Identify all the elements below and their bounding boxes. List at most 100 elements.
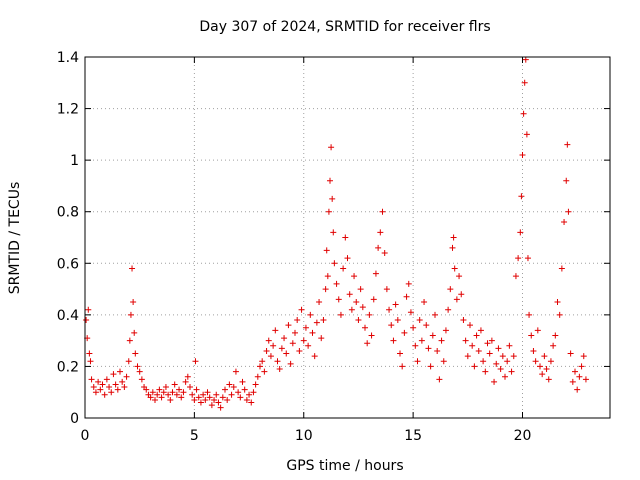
- data-point: [222, 386, 228, 393]
- data-point: [327, 177, 333, 184]
- data-point: [147, 394, 154, 401]
- y-tick-label: 1: [70, 153, 79, 169]
- data-point: [119, 378, 126, 385]
- data-point: [447, 286, 454, 293]
- data-point: [377, 229, 384, 236]
- data-point: [539, 371, 546, 378]
- data-point: [572, 368, 578, 375]
- data-point: [331, 260, 338, 267]
- data-point: [224, 396, 231, 403]
- data-point: [458, 291, 465, 298]
- data-point: [250, 389, 257, 396]
- data-point: [97, 386, 104, 393]
- data-point: [506, 342, 513, 349]
- data-point: [121, 384, 128, 391]
- data-point: [283, 350, 290, 357]
- data-point: [152, 396, 158, 403]
- data-point: [541, 353, 548, 360]
- data-point: [453, 296, 460, 303]
- data-point: [410, 324, 417, 331]
- data-point: [86, 350, 93, 357]
- grid-lines: [85, 57, 610, 418]
- data-point: [567, 350, 574, 357]
- data-point: [370, 296, 377, 303]
- data-point: [556, 311, 563, 318]
- data-point: [285, 322, 292, 329]
- data-point: [425, 345, 432, 352]
- data-point: [357, 286, 364, 293]
- data-point: [368, 332, 375, 339]
- data-point: [344, 255, 351, 262]
- data-point: [359, 304, 366, 311]
- data-point: [491, 378, 498, 385]
- data-point: [493, 360, 500, 367]
- data-point: [523, 131, 530, 138]
- y-tick-label: 0: [70, 411, 79, 427]
- data-point: [125, 358, 132, 365]
- data-point: [259, 358, 266, 365]
- data-point: [390, 337, 397, 344]
- data-point: [292, 329, 298, 336]
- data-point: [123, 373, 130, 380]
- data-point: [117, 368, 123, 375]
- data-point: [162, 384, 169, 391]
- data-point: [328, 144, 335, 151]
- y-tick-label: 0.8: [57, 205, 79, 221]
- data-point: [228, 391, 235, 398]
- data-point: [195, 394, 202, 401]
- data-point: [397, 350, 403, 357]
- data-point: [499, 353, 506, 360]
- data-point: [471, 363, 478, 370]
- data-point: [208, 402, 215, 409]
- data-point: [254, 373, 261, 380]
- data-point: [399, 363, 406, 370]
- data-point: [436, 376, 443, 383]
- data-point: [178, 394, 185, 401]
- data-point: [156, 386, 163, 393]
- data-point: [83, 317, 90, 324]
- data-point: [429, 332, 436, 339]
- data-point: [564, 141, 571, 148]
- data-point: [246, 391, 253, 398]
- data-point: [217, 404, 224, 411]
- data-point: [99, 381, 106, 388]
- data-point: [171, 381, 178, 388]
- data-point: [180, 389, 187, 396]
- data-point: [515, 255, 522, 262]
- data-point: [158, 394, 165, 401]
- data-point: [362, 324, 368, 331]
- data-point: [106, 384, 113, 391]
- data-point: [95, 378, 102, 385]
- data-point: [469, 342, 476, 349]
- data-point: [274, 358, 281, 365]
- data-point: [442, 327, 449, 334]
- data-point: [521, 79, 528, 86]
- data-point: [337, 311, 344, 318]
- data-point: [366, 311, 373, 318]
- data-point: [582, 376, 589, 383]
- data-point: [110, 371, 117, 378]
- data-point: [136, 368, 143, 375]
- x-tick-label: 10: [295, 428, 313, 444]
- data-point: [386, 306, 393, 313]
- data-point: [129, 265, 136, 272]
- data-point: [325, 208, 332, 215]
- data-point: [473, 332, 480, 339]
- data-point: [488, 337, 495, 344]
- data-point: [302, 324, 309, 331]
- data-point: [526, 311, 533, 318]
- data-point: [160, 389, 167, 396]
- data-point: [462, 337, 469, 344]
- data-point: [510, 353, 517, 360]
- x-axis-label: GPS time / hours: [286, 458, 403, 474]
- data-point: [381, 249, 388, 256]
- data-point: [522, 56, 529, 63]
- data-point: [324, 273, 331, 280]
- data-point: [267, 353, 274, 360]
- data-point: [219, 394, 226, 401]
- data-point: [305, 342, 312, 349]
- data-point: [132, 350, 139, 357]
- data-point: [508, 368, 515, 375]
- data-point: [405, 280, 412, 287]
